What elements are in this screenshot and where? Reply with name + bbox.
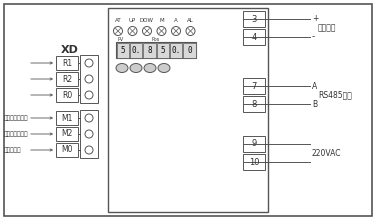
Text: 电机反转（相）: 电机反转（相） (4, 131, 29, 137)
Text: RS485通讯: RS485通讯 (318, 90, 352, 99)
Text: XD: XD (61, 45, 79, 55)
Bar (243, 96, 265, 112)
Text: 8: 8 (147, 46, 152, 55)
Bar (80, 110, 98, 158)
Text: M2: M2 (61, 130, 73, 139)
Text: PV: PV (118, 37, 124, 42)
Text: B: B (312, 99, 317, 108)
Bar (243, 136, 265, 152)
Bar (170, 42, 182, 57)
Text: 0.: 0. (172, 46, 181, 55)
Text: M: M (159, 18, 164, 23)
Text: M1: M1 (61, 114, 73, 123)
Bar (56, 111, 78, 125)
Text: 电机正转（相）: 电机正转（相） (4, 115, 29, 121)
Ellipse shape (116, 64, 128, 73)
Text: 0.: 0. (131, 46, 141, 55)
Bar (56, 127, 78, 141)
Text: 5: 5 (160, 46, 165, 55)
Text: AT: AT (115, 18, 121, 23)
Text: 电机（中）: 电机（中） (4, 147, 21, 153)
Bar (56, 88, 78, 102)
Bar (56, 56, 78, 70)
Bar (243, 78, 265, 94)
Text: 5: 5 (120, 46, 125, 55)
Text: R2: R2 (62, 75, 72, 84)
Bar (108, 8, 268, 212)
Text: R0: R0 (62, 90, 72, 99)
Text: 9: 9 (251, 139, 257, 148)
Bar (56, 72, 78, 86)
Text: 220VAC: 220VAC (312, 148, 342, 158)
Text: A: A (312, 81, 317, 90)
Text: M0: M0 (61, 145, 73, 154)
Bar (143, 42, 155, 57)
Text: 4: 4 (251, 33, 257, 42)
Bar (243, 29, 265, 45)
Text: 3: 3 (251, 15, 257, 24)
Bar (243, 11, 265, 27)
Bar (80, 55, 98, 103)
Text: 8: 8 (251, 99, 257, 108)
Text: Pos: Pos (152, 37, 160, 42)
Text: 反馈输出: 反馈输出 (318, 24, 337, 33)
Text: 0: 0 (187, 46, 192, 55)
Text: UP: UP (129, 18, 136, 23)
Bar (243, 154, 265, 170)
Ellipse shape (158, 64, 170, 73)
Ellipse shape (144, 64, 156, 73)
Text: 7: 7 (251, 81, 257, 90)
Bar (130, 42, 142, 57)
Bar (116, 42, 129, 57)
Bar (116, 42, 196, 58)
Bar (183, 42, 196, 57)
Text: DOW: DOW (140, 18, 154, 23)
Text: R1: R1 (62, 59, 72, 68)
Ellipse shape (130, 64, 142, 73)
Bar (56, 143, 78, 157)
Bar (156, 42, 169, 57)
Text: +: + (312, 13, 318, 22)
Text: AL: AL (187, 18, 194, 23)
Text: A: A (174, 18, 178, 23)
Text: 10: 10 (249, 158, 259, 167)
Text: -: - (312, 33, 315, 42)
